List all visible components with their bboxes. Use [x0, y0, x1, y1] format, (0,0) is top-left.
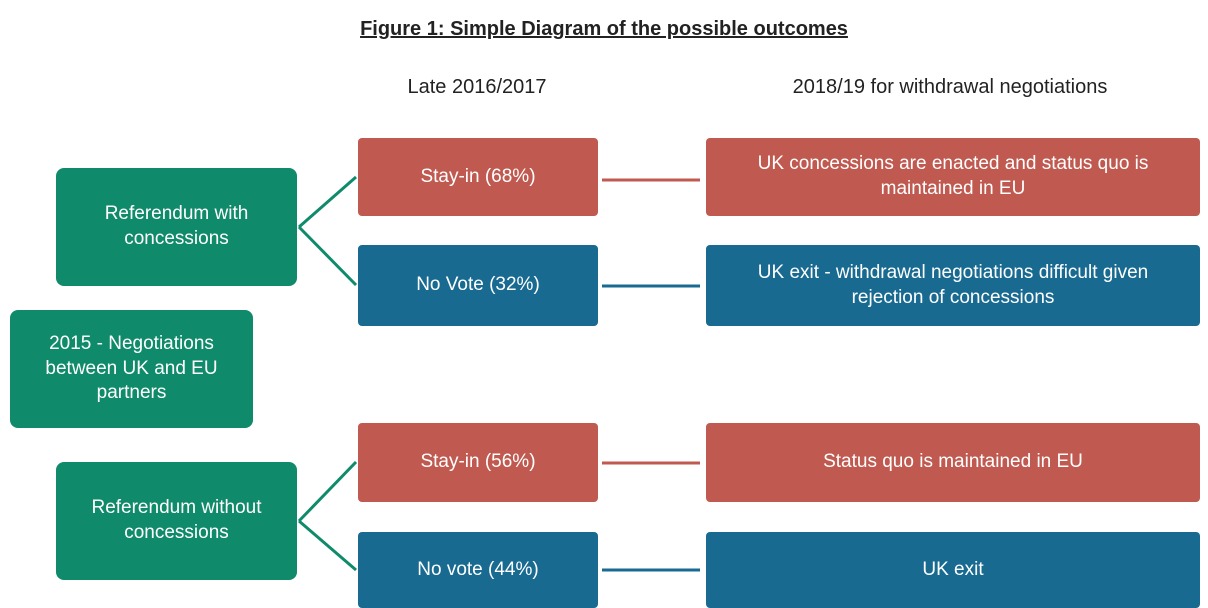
connector	[297, 460, 358, 523]
result-node: Status quo is maintained in EU	[706, 423, 1200, 502]
outcome-node: Stay-in (68%)	[358, 138, 598, 216]
outcome-node: No Vote (32%)	[358, 245, 598, 326]
connector	[298, 175, 357, 229]
outcome-node: No vote (44%)	[358, 532, 598, 608]
connector	[297, 225, 358, 287]
result-node: UK concessions are enacted and status qu…	[706, 138, 1200, 216]
column-header: 2018/19 for withdrawal negotiations	[792, 76, 1108, 98]
result-node: UK exit - withdrawal negotiations diffic…	[706, 245, 1200, 326]
title: Figure 1: Simple Diagram of the possible…	[360, 18, 848, 40]
column-header: Late 2016/2017	[407, 76, 547, 98]
connector	[298, 519, 357, 572]
result-node: UK exit	[706, 532, 1200, 608]
outcome-node: Stay-in (56%)	[358, 423, 598, 502]
referendum-node: Referendum without concessions	[56, 462, 297, 580]
referendum-node: Referendum with concessions	[56, 168, 297, 286]
root-node: 2015 - Negotiations between UK and EU pa…	[10, 310, 253, 428]
